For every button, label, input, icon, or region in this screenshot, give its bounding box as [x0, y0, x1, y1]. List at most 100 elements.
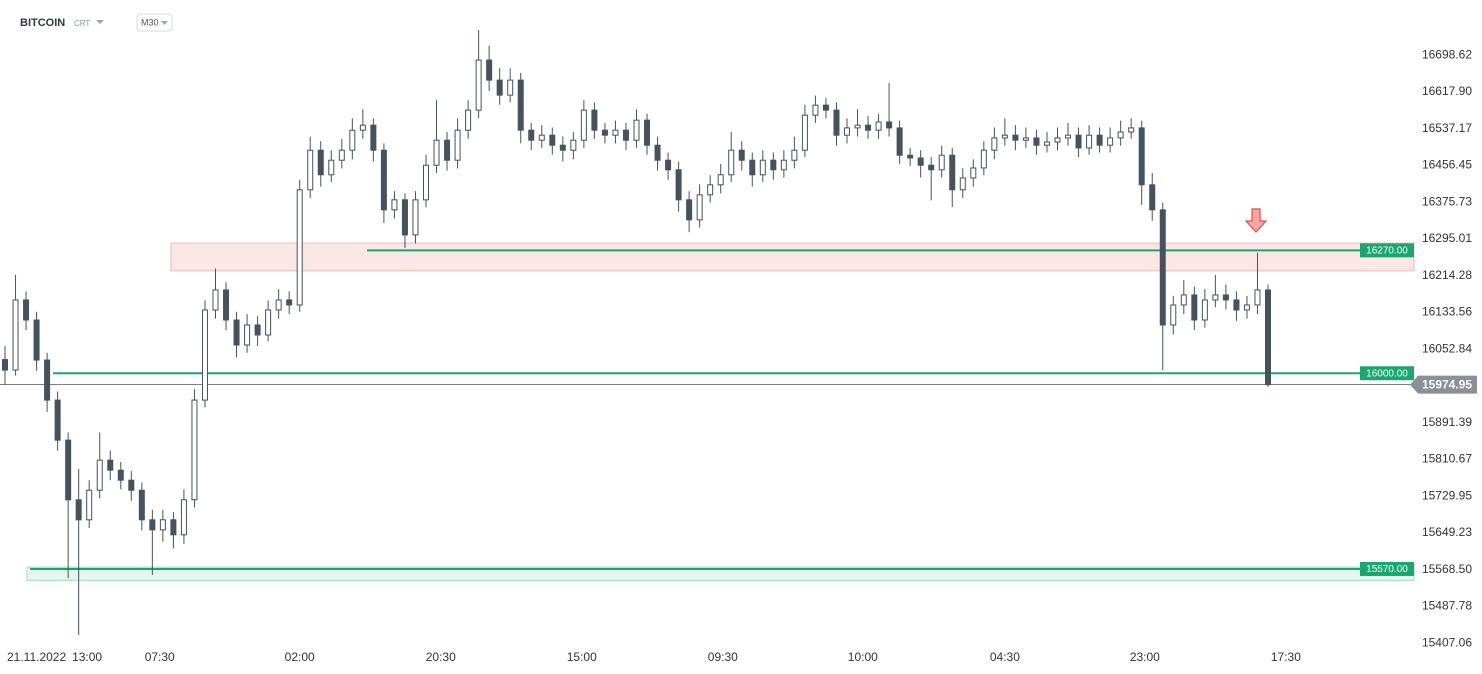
y-tick-label: 15407.06 [1422, 635, 1472, 649]
candle-body [391, 199, 398, 211]
x-tick-label: 09:30 [708, 650, 738, 664]
candle-body [223, 289, 230, 321]
candle-body [780, 159, 787, 171]
y-tick-label: 16537.17 [1422, 121, 1472, 135]
candle-body [1117, 131, 1124, 139]
x-tick-label: 21.11.2022 [7, 650, 66, 664]
candle-body [212, 289, 219, 311]
candle-body [201, 309, 208, 401]
candle-body [822, 104, 829, 111]
candle-body [622, 129, 629, 141]
y-tick-label: 16375.73 [1422, 194, 1472, 208]
candle-body [44, 359, 51, 401]
candle-body [265, 309, 272, 336]
level-label: 16000.00 [1366, 368, 1408, 379]
candle-body [1086, 134, 1093, 149]
candle-body [317, 149, 324, 176]
candle-body [33, 319, 40, 361]
candle-body [1180, 294, 1187, 306]
candle-body [117, 469, 124, 481]
candle-body [54, 399, 61, 441]
candle-body [528, 129, 535, 141]
y-tick-label: 15487.78 [1422, 599, 1472, 613]
last-price-label: 15974.95 [1422, 377, 1472, 391]
candle-body [1033, 137, 1040, 146]
candle-body [1170, 304, 1177, 326]
sell-arrow [1244, 208, 1268, 233]
candle-body [517, 79, 524, 131]
y-tick-label: 15649.23 [1422, 525, 1472, 539]
candle-body [1001, 134, 1008, 139]
timeframe-button[interactable] [136, 13, 173, 32]
candle-body [1233, 299, 1240, 311]
y-tick-label: 16698.62 [1422, 47, 1472, 61]
candle-body [1043, 141, 1050, 146]
instrument-type[interactable]: CRT [74, 19, 90, 28]
candle-body [791, 149, 798, 161]
candle-body [507, 79, 514, 96]
candle-body [1065, 134, 1072, 139]
candle-body [1054, 137, 1061, 143]
candle-body [654, 144, 661, 161]
candle-body [612, 129, 619, 136]
candle-body [865, 124, 872, 131]
candle-body [980, 149, 987, 169]
candle-body [949, 154, 956, 191]
candle-body [549, 134, 556, 146]
candle-body [96, 459, 103, 491]
candle-body [844, 127, 850, 136]
candle-body [633, 119, 640, 141]
dropdown-caret[interactable] [96, 20, 104, 24]
candle-body [991, 137, 998, 151]
candles [2, 30, 1271, 635]
x-tick-label: 07:30 [145, 650, 175, 664]
candle-body [433, 139, 440, 166]
candle-body [465, 109, 472, 131]
candle-body [738, 149, 745, 161]
candle-body [23, 299, 30, 321]
candle-body [559, 144, 566, 151]
candle-body [444, 139, 451, 161]
candle-body [244, 324, 251, 346]
candle-body [128, 479, 135, 491]
timeframe-label[interactable]: M30 [141, 17, 159, 27]
candle-body [580, 109, 587, 141]
candle-body [591, 109, 598, 131]
y-tick-label: 16295.01 [1422, 231, 1472, 245]
candle-body [359, 124, 366, 131]
candle-body [12, 299, 19, 371]
candle-body [296, 189, 303, 306]
candle-body [328, 159, 335, 176]
candle-body [65, 439, 72, 501]
candle-body [170, 519, 177, 536]
last-price-box [1410, 375, 1477, 394]
candle-body [1201, 299, 1208, 321]
candle-body [665, 159, 672, 171]
candle-body [1243, 304, 1250, 311]
candle-body [938, 154, 945, 171]
candle-body [1265, 289, 1271, 386]
x-tick-label: 23:00 [1130, 650, 1160, 664]
levels: 16270.00 16000.00 15570.00 [0, 243, 1414, 576]
y-tick-label: 16617.90 [1422, 84, 1472, 98]
candle-body [233, 319, 240, 346]
candle-body [1107, 137, 1114, 146]
candle-body [454, 129, 461, 161]
y-tick-label: 15568.50 [1422, 562, 1472, 576]
candle-body [275, 299, 282, 311]
candle-body [970, 167, 977, 179]
x-tick-label: 20:30 [426, 650, 456, 664]
candle-body [770, 159, 777, 171]
x-tick-label: 10:00 [848, 650, 878, 664]
timeframe-caret[interactable] [161, 21, 168, 25]
x-tick-label: 04:30 [990, 650, 1020, 664]
candle-body [475, 59, 482, 111]
candle-body [812, 104, 819, 116]
candle-body [601, 129, 608, 136]
candle-body [191, 399, 198, 501]
level-label: 15570.00 [1366, 564, 1408, 575]
level-label: 16270.00 [1366, 245, 1408, 256]
y-tick-label: 16052.84 [1422, 341, 1472, 355]
candle-body [1138, 127, 1145, 186]
candle-body [75, 499, 82, 521]
